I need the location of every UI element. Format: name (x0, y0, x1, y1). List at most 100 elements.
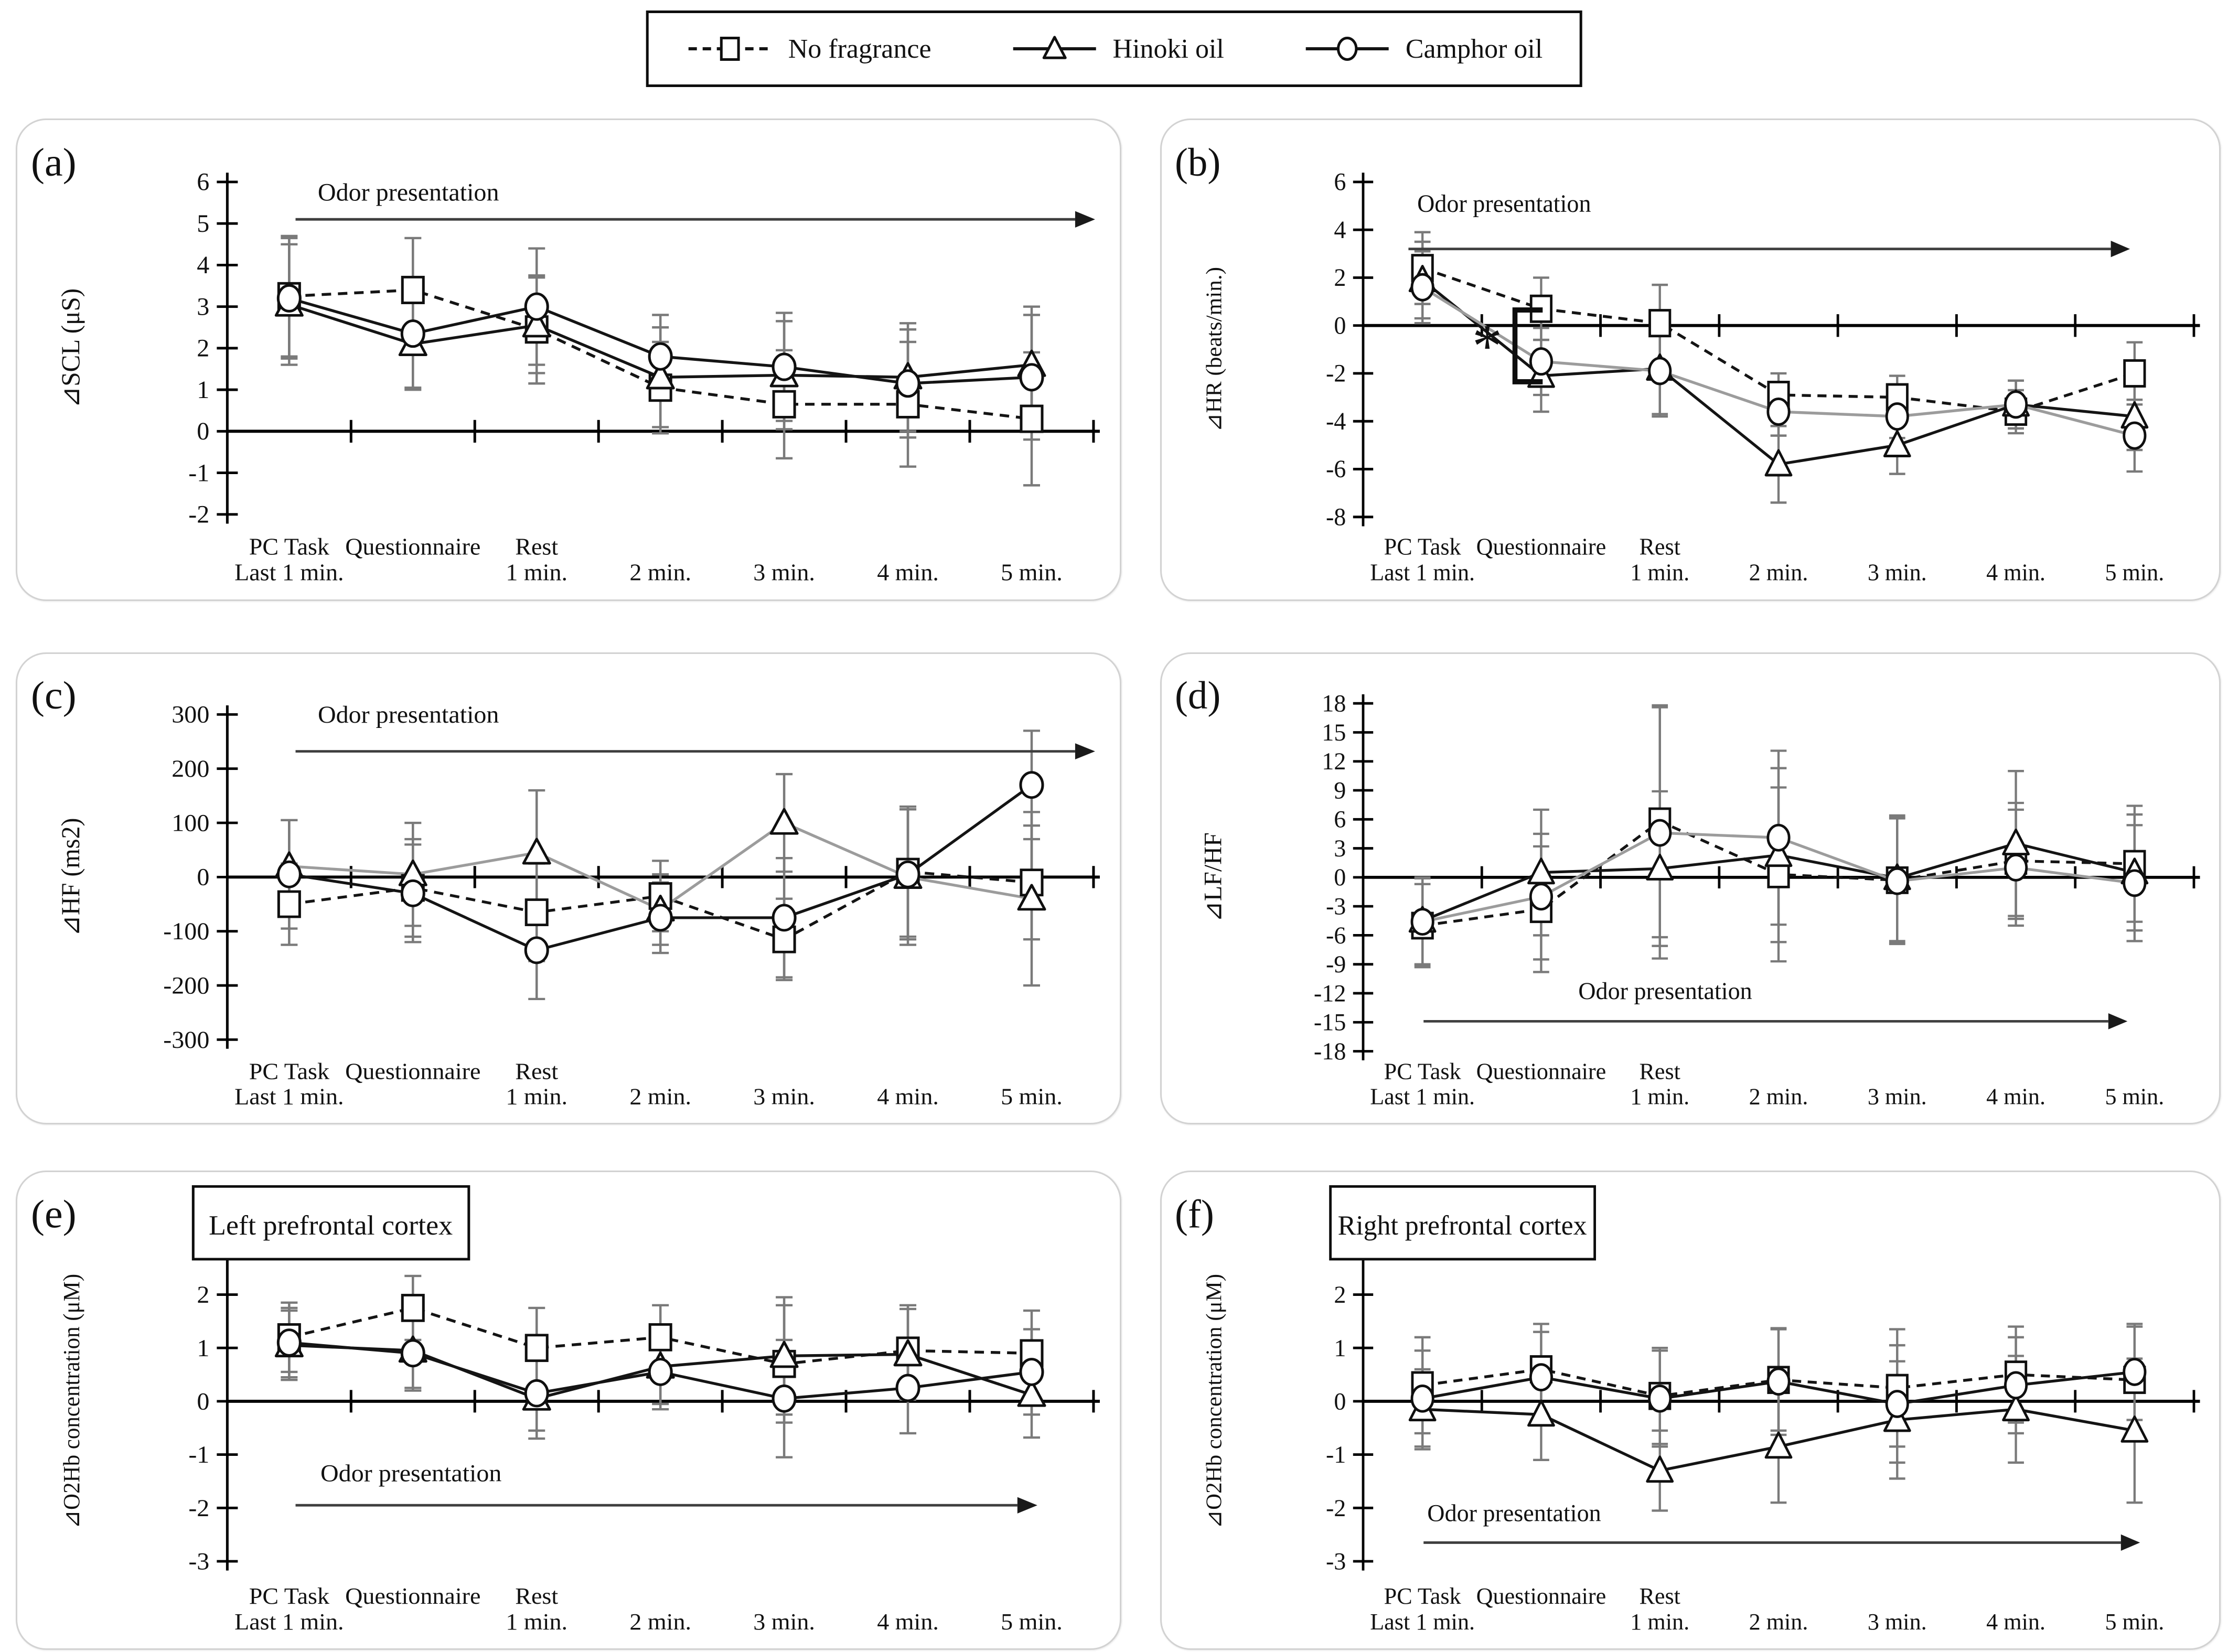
square-marker (648, 1323, 672, 1351)
x-label-line2: 4 min. (877, 1608, 939, 1634)
dashed-square-marker-icon (688, 37, 772, 61)
circle-marker (1648, 819, 1672, 847)
circle-marker (1766, 397, 1791, 426)
odor-presentation-annotation: Odor presentation (295, 702, 1095, 760)
y-axis-label: ⊿LF/HF (1199, 832, 1227, 922)
y-tick-label: -6 (1326, 456, 1346, 484)
triangle-marker (1764, 840, 1793, 867)
x-label-line1: PC Task (1384, 1583, 1462, 1609)
y-tick-label: 2 (1334, 1282, 1346, 1308)
x-label-line2: 5 min. (2105, 1608, 2164, 1635)
circle-marker (524, 1379, 549, 1408)
triangle-marker (769, 808, 799, 835)
y-tick-label: 1 (1334, 1335, 1346, 1361)
y-tick-label: -2 (188, 501, 209, 529)
region-title: Left prefrontal cortex (209, 1210, 453, 1241)
circle-marker (648, 342, 673, 371)
series-markers-camphor-oil (1410, 819, 2147, 936)
legend-item-camphor-oil: Camphor oil (1303, 32, 1543, 66)
triangle-marker (522, 838, 551, 865)
arrowhead-icon (1075, 211, 1095, 228)
circle-marker (1766, 823, 1791, 852)
series-markers-camphor-oil (276, 771, 1044, 964)
x-label-line2: 4 min. (877, 1084, 939, 1109)
y-tick-label: 1 (197, 377, 209, 404)
circle-marker (1410, 273, 1434, 302)
y-tick-label: -300 (163, 1027, 209, 1054)
y-tick-label: 0 (1334, 1388, 1346, 1415)
legend-item-hinoki-oil: Hinoki oil (1010, 32, 1224, 66)
triangle-marker (1527, 1399, 1555, 1427)
error-bars (281, 730, 1040, 1001)
y-tick-label: -8 (1326, 503, 1346, 531)
circle-marker (2123, 421, 2147, 450)
y-axis-label: ⊿HF (ms2) (56, 818, 85, 936)
legend-label-camphor-oil: Camphor oil (1405, 34, 1543, 64)
y-tick-label: -3 (1326, 1548, 1346, 1575)
square-marker (2123, 359, 2146, 388)
triangle-marker (1017, 1379, 1046, 1407)
triangle-marker (522, 310, 551, 338)
odor-presentation-annotation: Odor presentation (1423, 978, 2128, 1029)
circle-marker (1337, 37, 1358, 61)
circle-marker (2123, 1358, 2147, 1386)
circle-marker (1648, 357, 1672, 385)
y-tick-label: 18 (1322, 690, 1346, 717)
x-label-line2: 1 min. (506, 1608, 567, 1634)
axes: 6 5 4 3 2 1 0 -1 -2 (188, 169, 1100, 528)
series-markers-camphor-oil (1410, 273, 2147, 450)
arrowhead-icon (2120, 1534, 2140, 1551)
x-label-line2: 2 min. (1749, 559, 1808, 586)
x-label-line2: 5 min. (2105, 1084, 2164, 1109)
y-tick-label: -1 (188, 460, 209, 487)
x-label-line2: 5 min. (1001, 559, 1063, 586)
circle-marker (1019, 771, 1044, 799)
square-marker (720, 37, 740, 61)
x-label-line2: 3 min. (753, 1608, 815, 1634)
x-label-line2: 4 min. (1986, 1608, 2045, 1635)
x-label-line1: Rest (1639, 1583, 1680, 1609)
panel-letter: (e) (31, 1192, 77, 1236)
axes: 300 200 100 0 -100 -200 -300 (163, 702, 1100, 1054)
circle-marker (2004, 853, 2028, 882)
x-label-line2: 2 min. (629, 559, 691, 586)
y-tick-label: -200 (163, 972, 209, 999)
circle-marker (1766, 1367, 1791, 1396)
square-marker (524, 1334, 549, 1363)
y-tick-label: 0 (197, 1388, 209, 1415)
region-title-box: Left prefrontal cortex (191, 1185, 470, 1261)
y-tick-label: -6 (1326, 922, 1346, 949)
circle-marker (772, 352, 797, 381)
triangle-marker (2120, 1415, 2149, 1443)
x-label-line1: PC Task (249, 1583, 330, 1609)
circle-marker (1885, 402, 1909, 431)
y-tick-label: 100 (172, 810, 209, 836)
arrowhead-icon (1075, 743, 1095, 760)
circle-marker (1410, 908, 1434, 936)
square-marker (524, 898, 549, 926)
circle-marker (1885, 1390, 1909, 1418)
x-label-line2: Last 1 min. (234, 1084, 344, 1109)
y-tick-label: -4 (1326, 407, 1346, 435)
triangle-marker (1883, 1404, 1911, 1432)
x-label-line2: 2 min. (1749, 1608, 1808, 1635)
odor-presentation-label: Odor presentation (1578, 978, 1752, 1004)
legend-label-no-fragrance: No fragrance (788, 34, 931, 64)
odor-presentation-annotation: Odor presentation (295, 1460, 1037, 1514)
y-tick-label: 300 (172, 702, 209, 728)
legend-item-no-fragrance: No fragrance (685, 32, 931, 66)
y-tick-label: 0 (1334, 312, 1346, 340)
circle-marker (648, 904, 673, 932)
y-axis-label: ⊿HR (beats/min.) (1202, 267, 1226, 432)
series-markers-camphor-oil (1410, 1358, 2147, 1418)
series-markers-no-fragrance (277, 275, 1044, 433)
circle-marker (1410, 1384, 1434, 1413)
circle-marker (1885, 867, 1909, 895)
